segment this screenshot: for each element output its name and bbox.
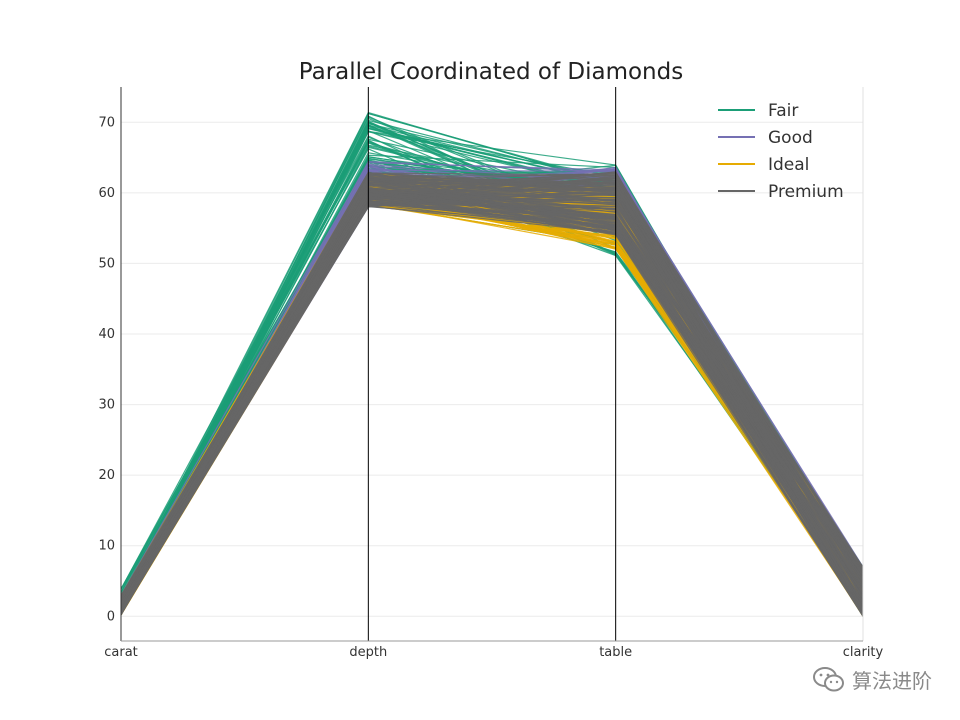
series-line — [120, 188, 864, 616]
series-line — [120, 194, 864, 617]
axis-label: depth — [349, 645, 387, 660]
y-tick-label: 70 — [98, 115, 115, 130]
series-line — [120, 188, 864, 615]
axis-label: carat — [104, 645, 138, 660]
y-tick-label: 30 — [98, 398, 115, 413]
series-line — [120, 206, 864, 613]
y-tick-label: 40 — [98, 327, 115, 342]
y-tick-label: 50 — [98, 256, 115, 271]
series-lines — [120, 111, 864, 617]
y-tick-label: 20 — [98, 468, 115, 483]
series-line — [120, 172, 864, 611]
y-tick-label: 60 — [98, 186, 115, 201]
axis-label: clarity — [843, 645, 884, 660]
wechat-icon — [813, 666, 844, 691]
axes: 0 10 20 30 40 50 60 70 carat depth table clarity — [98, 87, 884, 660]
series-line — [120, 162, 864, 593]
series-line — [120, 189, 864, 605]
series-line — [120, 160, 864, 598]
legend-label: Good — [768, 128, 813, 148]
legend-label: Premium — [768, 182, 844, 202]
legend: Fair Good Ideal Premium — [718, 101, 844, 202]
legend-label: Ideal — [768, 155, 809, 175]
watermark: 算法进阶 — [812, 665, 932, 694]
watermark-text: 算法进阶 — [852, 669, 932, 693]
legend-label: Fair — [768, 101, 798, 121]
y-tick-label: 10 — [98, 539, 115, 554]
axis-label: table — [599, 645, 632, 660]
chart-title: Parallel Coordinated of Diamonds — [299, 59, 683, 85]
y-tick-label: 0 — [107, 609, 115, 624]
series-premium — [120, 171, 864, 617]
series-line — [120, 176, 864, 617]
